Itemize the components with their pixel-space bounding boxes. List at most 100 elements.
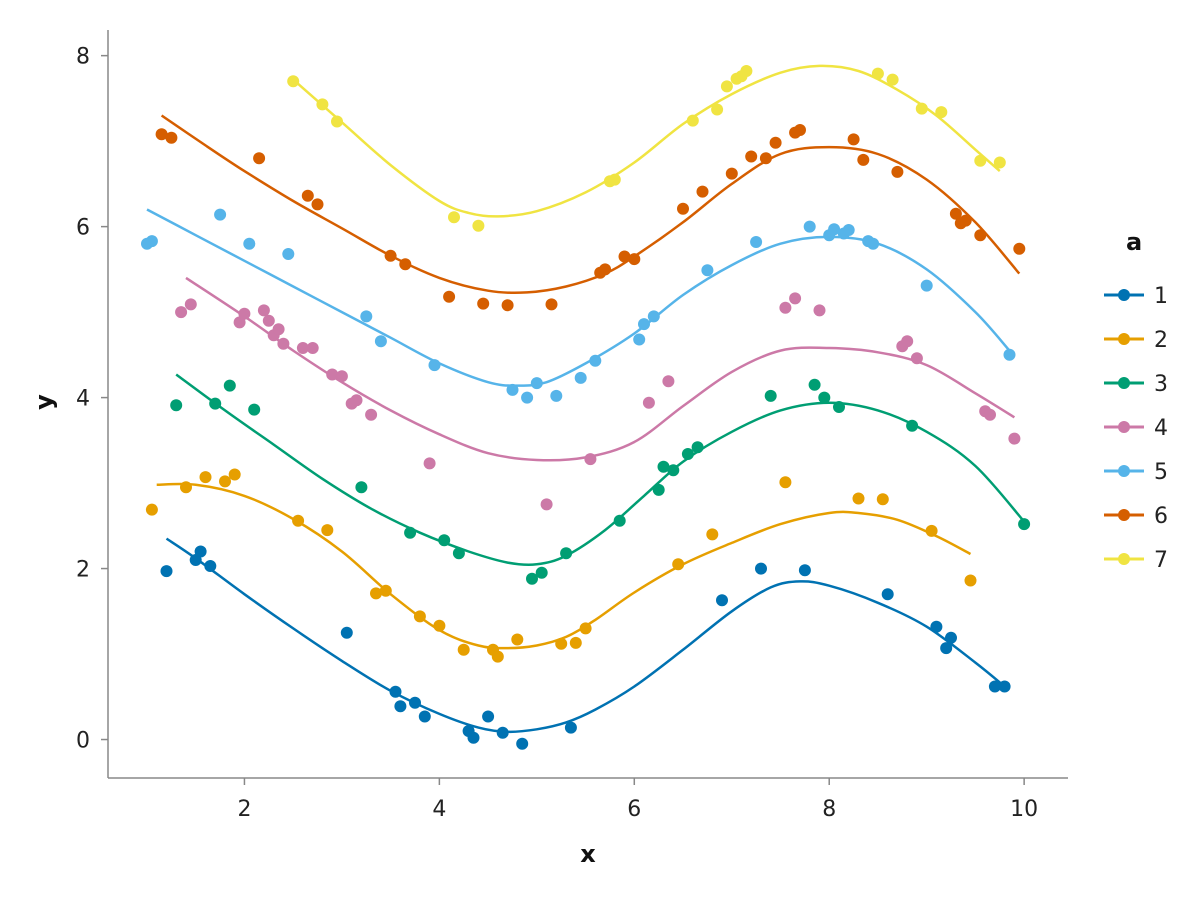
y-tick-label: 2 bbox=[76, 558, 90, 583]
series-7-point bbox=[915, 102, 928, 115]
series-7-point bbox=[740, 65, 753, 77]
series-3-point bbox=[667, 464, 680, 477]
series-6-point bbox=[384, 249, 397, 262]
series-6-point bbox=[974, 229, 987, 242]
series-7-point bbox=[686, 114, 699, 127]
series-5-point bbox=[243, 237, 256, 250]
legend-items: 1 2 3 4 5 6 7 bbox=[1104, 284, 1168, 573]
chart-marks bbox=[141, 64, 1031, 750]
series-6-point bbox=[545, 298, 558, 311]
series-1-point bbox=[160, 565, 173, 578]
series-5-point bbox=[647, 310, 660, 323]
legend-key-point bbox=[1118, 421, 1130, 433]
legend-label: 1 bbox=[1154, 284, 1168, 309]
legend-title: a bbox=[1126, 228, 1142, 256]
series-6-point bbox=[301, 189, 314, 202]
series-4-point bbox=[984, 408, 996, 421]
legend-label: 4 bbox=[1154, 416, 1168, 441]
series-2-point bbox=[555, 637, 568, 650]
series-4-point bbox=[1008, 432, 1021, 445]
series-7-point bbox=[935, 106, 948, 119]
series-6-point bbox=[1013, 242, 1026, 255]
series-2 bbox=[145, 468, 977, 663]
series-6-point bbox=[311, 198, 324, 211]
series-4-point bbox=[296, 342, 309, 354]
legend-key-point bbox=[1118, 377, 1130, 389]
series-3-point bbox=[438, 534, 451, 547]
series-2-point bbox=[321, 524, 334, 537]
series-5-point bbox=[638, 318, 650, 331]
series-5-point bbox=[282, 248, 295, 260]
series-3-point bbox=[248, 403, 261, 416]
series-3-point bbox=[209, 397, 222, 410]
series-3-point bbox=[764, 389, 777, 402]
series-5-point bbox=[1003, 348, 1016, 361]
series-1-point bbox=[418, 710, 431, 723]
series-1-point bbox=[194, 545, 207, 558]
series-5 bbox=[141, 208, 1016, 404]
series-6-point bbox=[399, 258, 412, 271]
series-2-point bbox=[511, 633, 524, 646]
series-3-point bbox=[355, 481, 368, 494]
series-7-point bbox=[331, 115, 343, 128]
series-5-point bbox=[828, 223, 841, 236]
legend-key-point bbox=[1118, 333, 1130, 345]
series-3 bbox=[170, 373, 1031, 585]
series-2-point bbox=[852, 492, 865, 505]
series-3-point bbox=[560, 547, 573, 560]
legend-item-5: 5 bbox=[1104, 460, 1168, 485]
series-4-point bbox=[642, 396, 655, 409]
series-4-point bbox=[257, 304, 270, 317]
series-1-point bbox=[988, 680, 1001, 693]
series-4-point bbox=[272, 323, 285, 336]
series-6-point bbox=[759, 152, 772, 165]
series-7-point bbox=[472, 219, 485, 232]
series-6-point bbox=[501, 299, 514, 312]
series-4-point bbox=[910, 352, 923, 365]
series-2-point bbox=[569, 636, 582, 649]
series-1-point bbox=[516, 737, 529, 750]
series-3-point bbox=[535, 566, 548, 579]
legend-key-point bbox=[1118, 465, 1130, 477]
series-4 bbox=[175, 276, 1021, 511]
series-7 bbox=[287, 64, 1006, 232]
series-1-point bbox=[389, 685, 402, 698]
series-7-point bbox=[287, 75, 300, 88]
series-2-point bbox=[672, 558, 685, 571]
series-2-point bbox=[491, 650, 504, 663]
series-6-point bbox=[165, 131, 178, 144]
series-1-point bbox=[798, 564, 811, 577]
series-3-point bbox=[906, 419, 919, 432]
series-4-point bbox=[306, 342, 319, 354]
series-6-point bbox=[949, 207, 962, 220]
series-2-point bbox=[379, 584, 392, 597]
series-4-point bbox=[326, 368, 339, 381]
y-tick-label: 0 bbox=[76, 729, 90, 754]
series-5-point bbox=[506, 383, 519, 396]
series-2-point bbox=[457, 643, 470, 656]
series-5-smooth-line bbox=[146, 208, 1011, 387]
series-7-point bbox=[974, 154, 987, 167]
series-6-point bbox=[677, 202, 689, 215]
series-4-point bbox=[277, 337, 290, 350]
series-1-point bbox=[340, 626, 353, 639]
y-axis-ticks: 0 2 4 6 8 bbox=[76, 45, 108, 754]
series-3-point bbox=[652, 483, 665, 496]
series-3-point bbox=[223, 379, 236, 392]
x-axis-title: x bbox=[580, 840, 596, 868]
series-7-smooth-line bbox=[292, 64, 1001, 218]
series-5-point bbox=[589, 354, 602, 367]
series-6-point bbox=[155, 128, 168, 141]
series-1-smooth-line bbox=[165, 537, 1006, 734]
series-2-point bbox=[706, 528, 719, 541]
series-2-point bbox=[219, 475, 231, 488]
series-1-point bbox=[409, 696, 421, 709]
series-1-point bbox=[998, 680, 1011, 693]
series-6-point bbox=[745, 150, 758, 163]
series-2-point bbox=[145, 503, 158, 516]
series-5-point bbox=[214, 208, 227, 221]
y-tick-label: 6 bbox=[76, 216, 90, 241]
series-2-point bbox=[370, 587, 382, 600]
series-7-point bbox=[711, 103, 724, 116]
